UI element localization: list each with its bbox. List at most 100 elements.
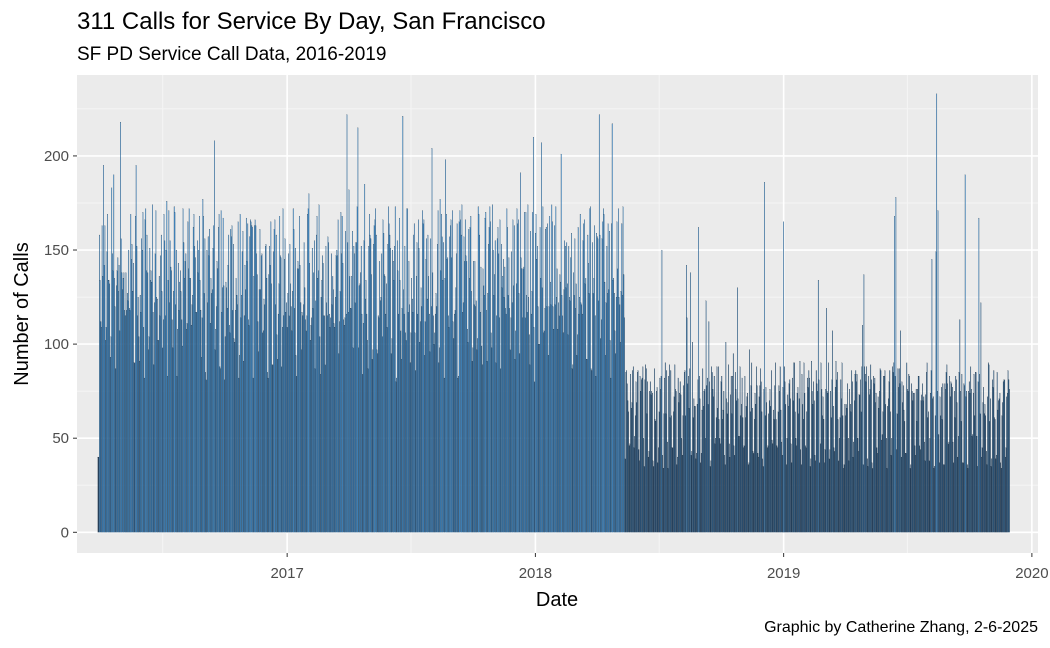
bar [631,402,633,533]
bar [261,253,263,533]
bar [363,240,365,533]
bar [556,297,557,533]
bar [964,385,965,533]
bar [216,306,217,533]
bar [797,387,799,533]
bar [856,381,857,533]
bar [219,366,221,533]
bar [947,443,949,533]
bar [530,231,532,533]
bar [529,364,531,533]
bar [743,447,744,533]
bar [602,221,604,533]
bar [509,349,511,533]
bar [652,460,654,533]
bar [601,238,603,533]
bar [858,451,859,533]
bar [516,208,518,533]
bar [722,409,724,533]
bar [992,379,993,533]
bar [1001,415,1003,533]
bar [936,391,938,533]
bar [641,379,642,533]
bar [999,392,1001,533]
bar [953,391,955,533]
bar [498,253,500,533]
bar [919,449,921,533]
bar [605,302,607,533]
bar [675,391,677,533]
bar [484,295,485,533]
bar [524,317,526,533]
bar [388,223,390,533]
bar [939,462,940,533]
bar [741,404,742,533]
bar [149,248,151,533]
bar [758,456,759,533]
bar [707,377,708,533]
bar [686,265,687,533]
bar [210,278,212,533]
bar [167,280,169,533]
bar [165,249,167,533]
bar [241,295,242,533]
bar [542,206,544,533]
bar [451,257,453,533]
bar [192,295,193,533]
bar [709,381,710,533]
bar [809,466,811,533]
bar [811,360,812,533]
bar [549,281,551,533]
bar [343,319,344,533]
bar [165,315,166,533]
bar [648,451,650,533]
bar [450,219,452,533]
bar [253,276,255,533]
bar [528,334,530,533]
bar [377,353,378,533]
bar [754,419,755,533]
bar [347,242,349,533]
bar [727,402,729,533]
bar [674,364,676,533]
bar [465,255,467,533]
bar [133,263,134,533]
bar [445,214,447,533]
bar [692,417,694,533]
bar [103,165,104,533]
bar [418,248,420,533]
bar [303,304,304,533]
bar [910,464,912,533]
bar [299,216,300,533]
bar [417,313,419,533]
bar [665,413,667,533]
bar [552,306,554,533]
bar [866,458,868,533]
bar [654,368,655,533]
bar [223,285,225,533]
bar [593,278,595,533]
bar [572,364,574,533]
bar [828,458,830,533]
bar [265,246,266,533]
bar [216,261,218,533]
bar [424,321,426,533]
bar [437,210,439,533]
bar [868,394,870,533]
bar [700,453,702,533]
bar [547,223,549,533]
bar [348,189,350,533]
bar [476,349,478,533]
bar [273,229,275,533]
bar [260,289,261,533]
bar [556,268,558,533]
bar [286,327,288,533]
bar [380,297,382,533]
bar [148,336,150,533]
bar [583,219,585,533]
bar [975,372,977,533]
bar [585,278,587,533]
bar [981,456,982,533]
bar [323,315,325,533]
bar [290,306,292,533]
